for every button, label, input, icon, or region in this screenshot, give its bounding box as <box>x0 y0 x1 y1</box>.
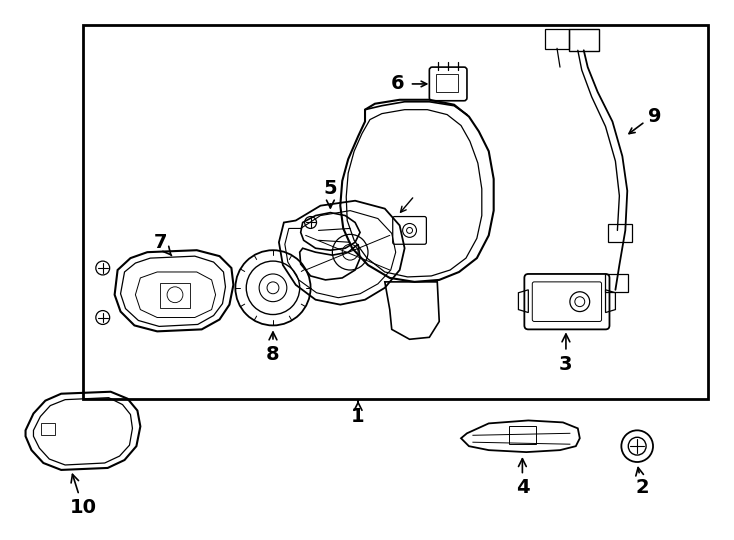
Text: 6: 6 <box>391 75 404 93</box>
Text: 1: 1 <box>352 401 365 426</box>
Text: 4: 4 <box>515 458 529 497</box>
Text: 2: 2 <box>636 468 649 497</box>
Bar <box>83 24 708 399</box>
Bar <box>41 423 55 435</box>
Text: 7: 7 <box>153 233 172 255</box>
Bar <box>509 427 537 444</box>
Text: 3: 3 <box>559 334 573 374</box>
Text: 10: 10 <box>70 474 96 517</box>
Bar <box>160 283 190 308</box>
Text: 9: 9 <box>648 107 662 126</box>
Text: 5: 5 <box>324 179 337 208</box>
Text: 8: 8 <box>266 332 280 363</box>
Bar <box>436 74 458 92</box>
